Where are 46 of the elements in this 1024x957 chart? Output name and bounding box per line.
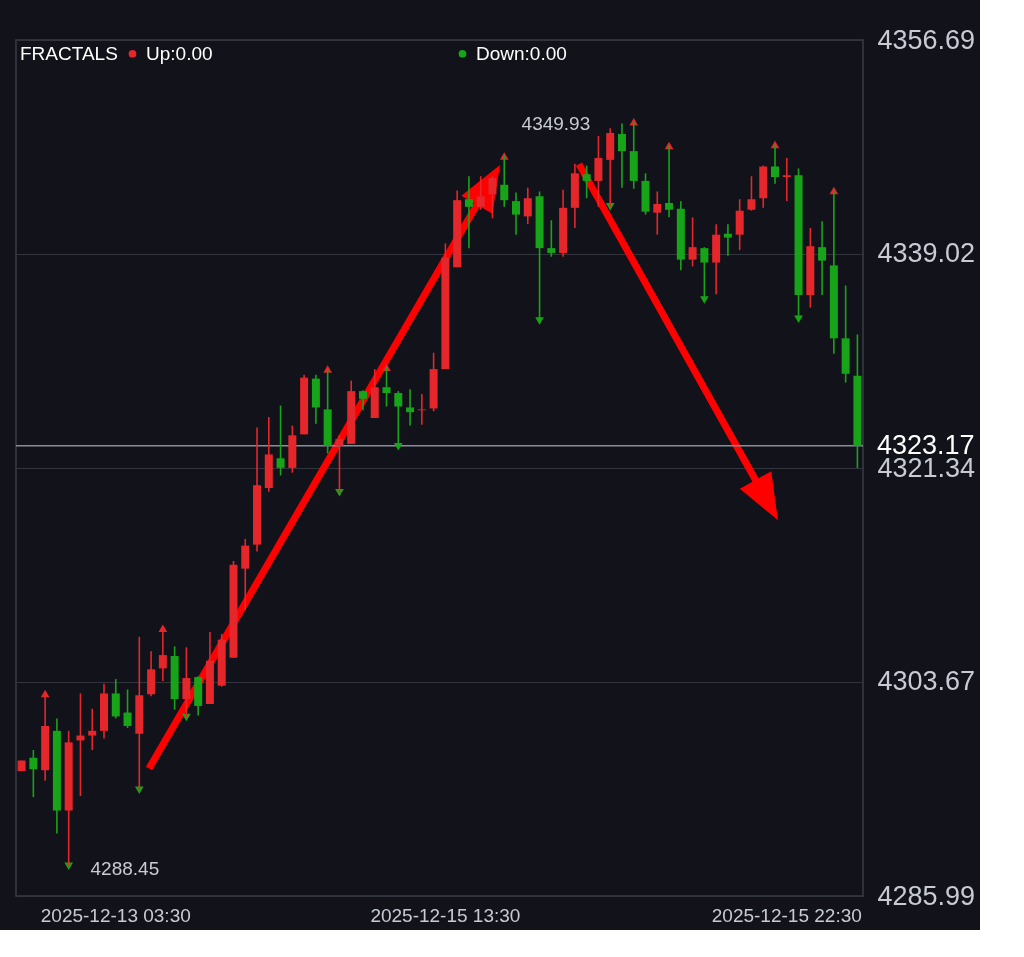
- candlestick: [123, 688, 132, 729]
- candlestick: [617, 122, 626, 189]
- candlestick: [241, 538, 250, 611]
- candlestick: [488, 175, 497, 220]
- candlestick: [417, 393, 426, 426]
- y-tick-label: 4303.67: [877, 666, 976, 697]
- candlestick: [382, 366, 391, 408]
- legend-label: Down:0.00: [476, 42, 567, 64]
- y-tick-label: 4356.69: [877, 24, 976, 55]
- point: [535, 317, 544, 325]
- candlestick: [523, 186, 532, 225]
- x-tick-label: 2025-12-15 13:30: [370, 904, 521, 926]
- candlestick: [276, 404, 285, 477]
- candlestick: [688, 216, 697, 268]
- x-tick-label: 2025-12-15 22:30: [711, 904, 862, 926]
- x-tick-label: 2025-12-13 03:30: [40, 904, 191, 926]
- candlestick: [582, 164, 591, 200]
- candlestick: [182, 646, 191, 719]
- candlestick: [747, 175, 756, 212]
- candlestick: [547, 219, 556, 258]
- candlestick: [653, 190, 662, 236]
- candlestick: [464, 175, 473, 249]
- candlestick: [88, 707, 97, 751]
- candlestick: [111, 678, 120, 720]
- annotation: 4288.45: [90, 857, 160, 879]
- candlestick: [476, 175, 485, 211]
- candlestick: [512, 191, 521, 236]
- candlestick: [335, 434, 344, 494]
- legend-title: FRACTALS: [20, 43, 118, 64]
- candlestick: [358, 389, 367, 412]
- point: [794, 315, 803, 323]
- candlestick: [735, 198, 744, 251]
- annotation: 4349.93: [521, 112, 591, 134]
- y-tick-label: 4339.02: [877, 238, 976, 269]
- candlestick: [594, 135, 603, 208]
- legend-label: Up:0.00: [146, 42, 213, 64]
- candlestick: [406, 388, 415, 427]
- y-tick-label: 4285.99: [877, 880, 976, 911]
- candlestick: [29, 749, 38, 798]
- candlestick: [818, 220, 827, 296]
- candlestick: [771, 143, 779, 185]
- candlestick: [723, 223, 732, 257]
- candlestick: [500, 155, 509, 208]
- candlestick: [782, 157, 791, 202]
- candlestick: [665, 144, 674, 219]
- point: [700, 296, 709, 304]
